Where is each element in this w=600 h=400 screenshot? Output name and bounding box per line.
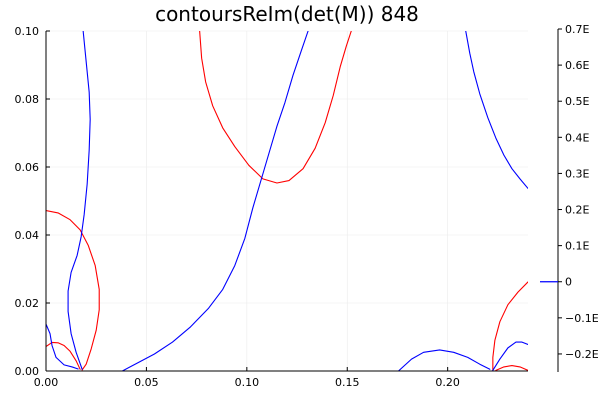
x-tick-label-3: 0.15 [335,376,360,389]
colorbar-tick-label-9: −0.2E [565,348,599,361]
series-im-8 [397,349,491,371]
series-im-7 [121,31,309,371]
x-tick-label-0: 0.00 [34,376,59,389]
colorbar-tick-label-8: −0.1E [565,312,599,325]
y-tick-label-1: 0.02 [15,297,40,310]
x-tick-label-1: 0.05 [134,376,159,389]
x-tick-label-4: 0.20 [435,376,460,389]
y-tick-label-2: 0.04 [15,229,40,242]
series-im-9 [492,341,528,371]
x-tick-label-2: 0.10 [235,376,260,389]
y-tick-label-5: 0.10 [15,25,40,38]
series-re-3 [492,281,528,371]
colorbar-tick-label-3: 0.4E [565,131,589,144]
series-re-4 [495,365,528,371]
y-tick-label-4: 0.08 [15,93,40,106]
colorbar-tick-label-7: 0 [565,276,572,289]
series-group [46,31,528,371]
series-re-1 [46,209,100,371]
series-im-5 [46,323,79,370]
colorbar: 0.7E 0.6E 0.5E 0.4E 0.3E 0.2E 0.1E 0 −0.1E −0.2E [540,23,599,372]
colorbar-tick-label-0: 0.7E [565,23,589,36]
series-re-2 [199,31,352,184]
colorbar-tick-label-6: 0.1E [565,240,589,253]
y-tick-label-0: 0.00 [15,365,40,378]
chart-title: contoursReIm(det(M)) 848 [155,2,419,26]
y-tick-label-3: 0.06 [15,161,40,174]
series-im-10 [465,31,528,189]
colorbar-tick-label-1: 0.6E [565,59,589,72]
colorbar-tick-label-4: 0.3E [565,167,589,180]
colorbar-tick-label-2: 0.5E [565,95,589,108]
axes: 0.00 0.05 0.10 0.15 0.20 0.00 0.02 0.04 0.06 0.08… [15,25,528,389]
series-im-6 [67,31,91,370]
colorbar-tick-label-5: 0.2E [565,204,589,217]
